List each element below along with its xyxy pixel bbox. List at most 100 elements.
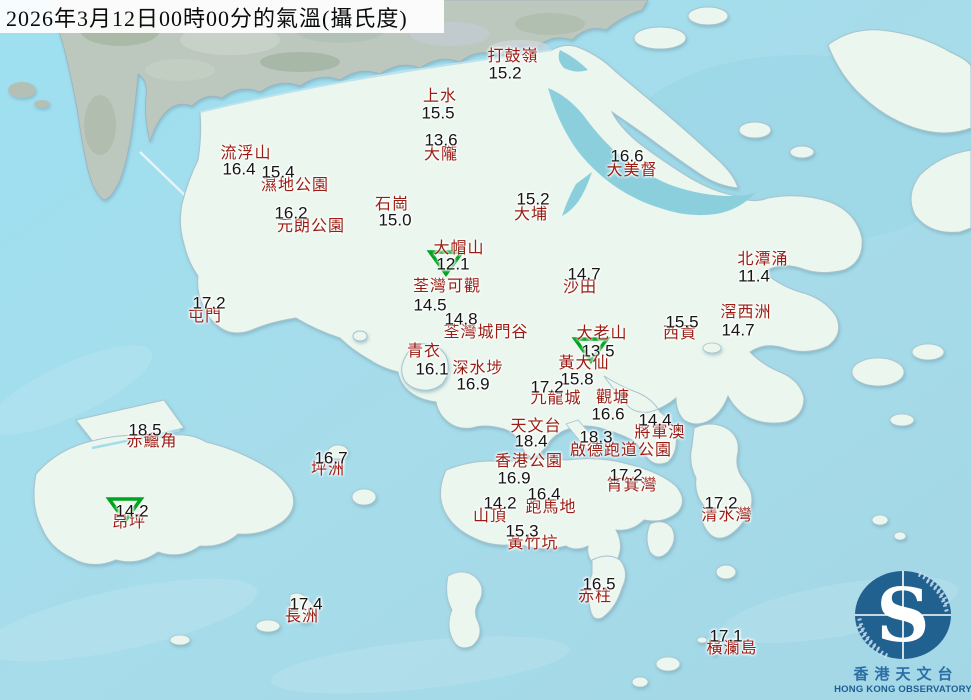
station-temperature: 16.2 — [274, 203, 308, 223]
station-temperature: 14.8 — [444, 309, 478, 329]
station-name: 西貢 — [662, 325, 698, 342]
station-temperature: 13.5 — [581, 341, 615, 361]
station-name: 赤鱲角 — [126, 433, 178, 450]
station-temperature: 16.9 — [456, 374, 490, 394]
station-temperature: 14.5 — [413, 295, 447, 315]
station-temperature: 13.6 — [424, 130, 458, 150]
station-name: 石崗 — [374, 196, 410, 213]
station-temperature: 17.2 — [530, 377, 564, 397]
tung-chung-channel — [91, 428, 181, 450]
station-name: 大埔 — [513, 206, 549, 223]
station-temperature: 17.2 — [192, 293, 226, 313]
station-temperature: 11.4 — [738, 266, 770, 286]
station-name: 橫瀾島 — [706, 640, 758, 657]
station-temperature: 16.6 — [591, 404, 625, 424]
station-name: 赤柱 — [577, 588, 613, 605]
station-temperature: 16.7 — [314, 448, 348, 468]
station-temperature: 18.3 — [579, 427, 613, 447]
station-temperature: 16.4 — [527, 484, 561, 504]
station-temperature: 15.2 — [488, 63, 522, 83]
station-name: 黃大仙 — [558, 355, 610, 372]
tsing-yi-island — [352, 330, 449, 391]
station-name: 啟德跑道公園 — [569, 442, 673, 459]
station-name: 九龍城 — [530, 390, 582, 407]
hko-logo: S 香港天文台 HONG KONG OBSERVATORY — [834, 569, 971, 695]
hko-logo-english: HONG KONG OBSERVATORY — [834, 684, 971, 695]
northeast-landmass — [633, 6, 971, 233]
station-temperature: 18.4 — [514, 431, 548, 451]
summit-triangle-marker — [105, 497, 145, 524]
new-territories-landmass — [179, 44, 863, 465]
station-name: 荃灣可觀 — [412, 278, 482, 295]
svg-text:S: S — [876, 573, 929, 659]
station-name: 大老山 — [576, 325, 628, 342]
station-temperature: 14.7 — [721, 320, 755, 340]
station-temperature: 14.2 — [115, 501, 149, 521]
station-temperature: 12.1 — [436, 254, 470, 274]
hong-kong-island — [440, 457, 683, 620]
station-name: 屯門 — [187, 308, 223, 325]
station-name: 坪洲 — [310, 461, 346, 478]
station-temperature: 17.1 — [709, 626, 743, 646]
station-temperature: 17.2 — [609, 465, 643, 485]
summit-triangle-marker — [571, 337, 611, 364]
outlying-islands — [169, 342, 945, 688]
station-name: 觀塘 — [595, 389, 631, 406]
map-title: 2026年3月12日00時00分的氣溫(攝氏度) — [6, 5, 408, 31]
station-name: 流浮山 — [220, 145, 272, 162]
station-name: 山頂 — [472, 508, 508, 525]
station-temperature: 16.9 — [497, 468, 531, 488]
station-name: 濕地公園 — [260, 177, 330, 194]
station-name: 將軍澳 — [634, 424, 686, 441]
station-name: 北潭涌 — [737, 251, 789, 268]
station-name: 滘西洲 — [720, 304, 772, 321]
station-name: 沙田 — [562, 279, 598, 296]
station-temperature: 15.3 — [505, 521, 539, 541]
station-name: 打鼓嶺 — [487, 48, 539, 65]
lantau-island — [33, 399, 295, 565]
station-name: 天文台 — [510, 418, 562, 435]
station-name: 元朗公園 — [276, 218, 346, 235]
station-temperature: 16.4 — [222, 159, 256, 179]
station-temperature: 15.5 — [665, 312, 699, 332]
station-name: 深水埗 — [452, 360, 504, 377]
station-name: 跑馬地 — [525, 499, 577, 516]
station-temperature: 17.2 — [704, 493, 738, 513]
station-temperature: 15.8 — [560, 369, 594, 389]
inner-bays — [548, 50, 756, 216]
station-name: 上水 — [422, 88, 458, 105]
border-river — [199, 49, 553, 113]
kai-tak-runway — [565, 419, 605, 457]
station-name: 香港公園 — [494, 453, 564, 470]
station-temperature: 14.4 — [638, 410, 672, 430]
station-name: 黃竹坑 — [507, 535, 559, 552]
station-temperature: 14.7 — [567, 264, 601, 284]
station-name: 大帽山 — [433, 240, 485, 257]
clear-water-bay-peninsula — [690, 423, 753, 580]
station-name: 昂坪 — [111, 514, 147, 531]
station-temperature: 15.0 — [378, 210, 412, 230]
station-name: 長洲 — [284, 608, 320, 625]
station-temperature: 16.6 — [610, 146, 644, 166]
station-temperature: 14.2 — [483, 493, 517, 513]
station-name: 筲箕灣 — [606, 477, 658, 494]
hko-logo-chinese: 香港天文台 — [853, 666, 959, 683]
station-name: 大美督 — [606, 162, 658, 179]
station-temperature: 18.5 — [128, 420, 162, 440]
station-name: 清水灣 — [701, 507, 753, 524]
station-name: 荃灣城門谷 — [443, 324, 529, 341]
station-temperature: 15.2 — [516, 189, 550, 209]
summit-triangle-marker — [426, 250, 466, 277]
station-name: 青衣 — [406, 343, 442, 360]
station-temperature: 16.5 — [582, 574, 616, 594]
station-temperature: 17.4 — [289, 594, 323, 614]
title-bar: 2026年3月12日00時00分的氣溫(攝氏度) — [0, 0, 444, 33]
station-temperature: 15.5 — [421, 103, 455, 123]
station-temperature: 15.4 — [261, 162, 295, 182]
station-name: 大隴 — [423, 146, 459, 163]
station-temperature: 16.1 — [415, 359, 449, 379]
hko-logo-emblem: S — [855, 571, 951, 659]
